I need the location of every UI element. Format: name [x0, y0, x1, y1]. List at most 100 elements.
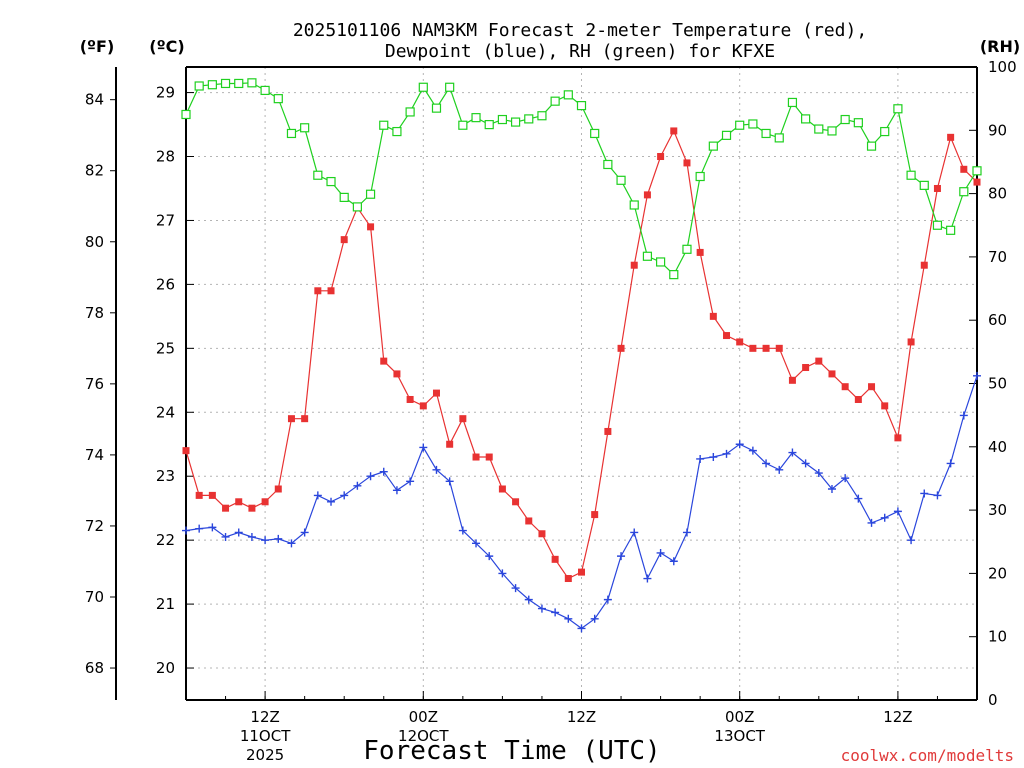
- data-series: [181, 78, 982, 633]
- rh-tick-label: 100: [988, 58, 1017, 76]
- relative-humidity-point: [590, 128, 600, 139]
- relative-humidity-point: [365, 189, 376, 199]
- relative-humidity-point: [629, 200, 639, 210]
- dewpoint-point: [498, 569, 507, 578]
- 2-meter-temperature-point: [525, 517, 533, 525]
- relative-humidity-point: [748, 119, 758, 129]
- rh-tick-label: 30: [988, 501, 1007, 519]
- time-tick-label: 00Z: [725, 708, 754, 726]
- dewpoint-point: [590, 614, 599, 623]
- 2-meter-temperature-point: [960, 165, 968, 173]
- fahrenheit-tick-label: 82: [85, 162, 104, 180]
- celsius-tick-label: 26: [156, 275, 175, 293]
- relative-humidity-point: [880, 126, 890, 137]
- relative-humidity-point: [445, 82, 455, 92]
- relative-humidity-point: [247, 78, 257, 88]
- dewpoint-point: [551, 608, 560, 617]
- 2-meter-temperature-point: [670, 127, 678, 135]
- relative-humidity-point: [550, 96, 560, 106]
- dewpoint-point: [643, 574, 652, 583]
- dewpoint-point: [366, 472, 375, 481]
- 2-meter-temperature-point: [973, 178, 981, 186]
- dewpoint-point: [880, 513, 889, 522]
- celsius-tick-label: 28: [156, 148, 175, 166]
- dewpoint-point: [656, 548, 665, 557]
- relative-humidity-point: [655, 257, 666, 267]
- dewpoint-point: [748, 446, 757, 455]
- fahrenheit-tick-label: 72: [85, 517, 104, 535]
- dewpoint-point: [775, 465, 784, 474]
- dewpoint-point: [274, 534, 283, 543]
- relative-humidity-point: [840, 114, 850, 125]
- 2-meter-temperature-point: [327, 287, 335, 295]
- relative-humidity-point: [260, 85, 270, 96]
- chart-title-line-2: Dewpoint (blue), RH (green) for KFXE: [385, 41, 775, 62]
- dewpoint-point: [485, 552, 494, 561]
- relative-humidity-point: [827, 126, 837, 136]
- 2-meter-temperature-point: [736, 338, 744, 346]
- relative-humidity-point: [300, 123, 310, 133]
- dewpoint-point: [221, 532, 230, 541]
- relative-humidity-point: [326, 176, 336, 187]
- 2-meter-temperature-point: [868, 383, 876, 391]
- 2-meter-temperature-point: [854, 395, 862, 403]
- relative-humidity-point: [405, 107, 415, 117]
- 2-meter-temperature-point: [393, 370, 401, 378]
- fahrenheit-unit-label: (ºF): [80, 37, 115, 56]
- dewpoint-point: [709, 453, 718, 462]
- 2-meter-temperature-point: [314, 287, 322, 295]
- dewpoint-point: [537, 604, 546, 613]
- 2-meter-temperature-point: [749, 344, 757, 352]
- dewpoint-point: [841, 474, 850, 483]
- 2-meter-temperature-point: [235, 498, 243, 506]
- dewpoint-point: [195, 524, 204, 533]
- 2-meter-temperature-point: [485, 453, 493, 461]
- fahrenheit-tick-label: 78: [85, 304, 104, 322]
- celsius-tick-label: 23: [156, 467, 175, 485]
- relative-humidity-point: [510, 117, 521, 127]
- time-tick-date-label: 12OCT: [398, 727, 449, 745]
- relative-humidity-point: [708, 141, 718, 151]
- relative-humidity-point: [431, 103, 442, 113]
- relative-humidity-point: [801, 114, 811, 124]
- celsius-tick-label: 29: [156, 84, 175, 102]
- time-tick-label: 00Z: [409, 708, 438, 726]
- relative-humidity-point: [234, 78, 244, 89]
- rh-tick-label: 0: [988, 691, 998, 709]
- celsius-tick-label: 25: [156, 339, 175, 357]
- time-tick-label: 12Z: [250, 708, 279, 726]
- 2-meter-temperature-point: [446, 440, 454, 448]
- relative-humidity-point: [866, 141, 877, 151]
- dewpoint-point: [511, 584, 520, 593]
- 2-meter-temperature-point: [933, 184, 941, 192]
- relative-humidity-point: [761, 128, 771, 139]
- relative-humidity-point: [682, 244, 692, 254]
- dewpoint-point: [472, 539, 481, 548]
- relative-humidity-point: [642, 251, 653, 261]
- dewpoint-point: [564, 614, 573, 623]
- 2-meter-temperature-point: [472, 453, 480, 461]
- dewpoint-point: [406, 477, 415, 486]
- rh-tick-label: 20: [988, 564, 1007, 582]
- fahrenheit-tick-label: 76: [85, 375, 104, 393]
- dewpoint-point: [920, 489, 929, 498]
- 2-meter-temperature-point: [208, 491, 216, 499]
- 2-meter-temperature-point: [591, 511, 599, 519]
- time-tick-label: 12Z: [567, 708, 596, 726]
- 2-meter-temperature-point: [367, 223, 375, 231]
- dewpoint-point: [458, 526, 467, 535]
- relative-humidity-point: [695, 171, 705, 182]
- relative-humidity-point: [207, 80, 217, 90]
- relative-humidity-point: [537, 111, 547, 121]
- relative-humidity-point: [286, 128, 297, 139]
- dewpoint-point: [340, 491, 349, 500]
- dewpoint-point: [854, 494, 863, 503]
- dewpoint-point: [827, 485, 836, 493]
- chart-title-line-1: 2025101106 NAM3KM Forecast 2-meter Tempe…: [293, 20, 867, 41]
- 2-meter-temperature-point: [340, 236, 348, 244]
- 2-meter-temperature-point: [406, 395, 414, 403]
- relative-humidity-point: [471, 113, 481, 123]
- fahrenheit-tick-label: 74: [85, 446, 104, 464]
- relative-humidity-point: [616, 175, 626, 185]
